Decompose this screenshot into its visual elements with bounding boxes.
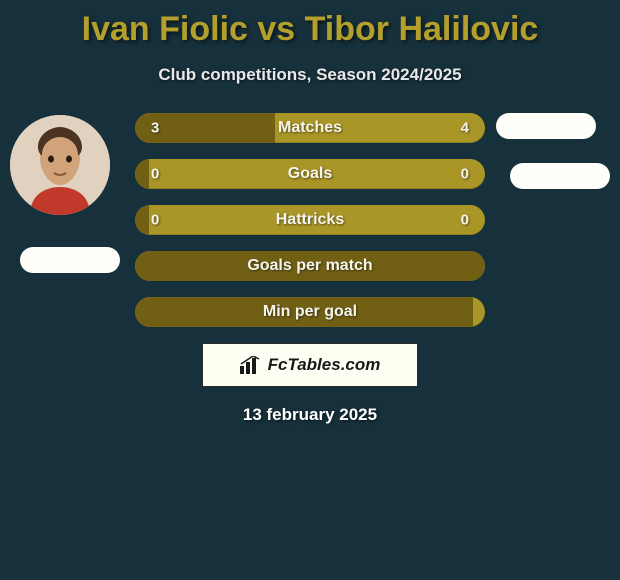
stat-label: Goals per match (135, 257, 485, 275)
stat-bar: 34Matches (135, 113, 485, 143)
player-left-flag-pill (20, 247, 120, 273)
date-text: 13 february 2025 (0, 387, 620, 425)
stat-label: Matches (135, 119, 485, 137)
brand-box[interactable]: FcTables.com (202, 343, 418, 387)
brand-text: FcTables.com (268, 355, 381, 375)
player-right-flag-pill (510, 163, 610, 189)
stat-label: Goals (135, 165, 485, 183)
stat-bars: 34Matches 00Goals 00Hattricks Goals per mat… (135, 113, 485, 327)
chart-icon (240, 356, 262, 374)
comparison-stage: 34Matches 00Goals 00Hattricks Goals per mat… (0, 113, 620, 327)
stat-label: Min per goal (135, 303, 485, 321)
stat-bar: 00Goals (135, 159, 485, 189)
page-title: Ivan Fiolic vs Tibor Halilovic (0, 0, 620, 49)
stat-label: Hattricks (135, 211, 485, 229)
avatar-placeholder-icon (10, 115, 110, 215)
player-right-avatar-pill (496, 113, 596, 139)
stat-bar: 00Hattricks (135, 205, 485, 235)
stat-bar: Min per goal (135, 297, 485, 327)
player-left-avatar (10, 115, 110, 215)
stat-bar: Goals per match (135, 251, 485, 281)
subtitle: Club competitions, Season 2024/2025 (0, 49, 620, 85)
